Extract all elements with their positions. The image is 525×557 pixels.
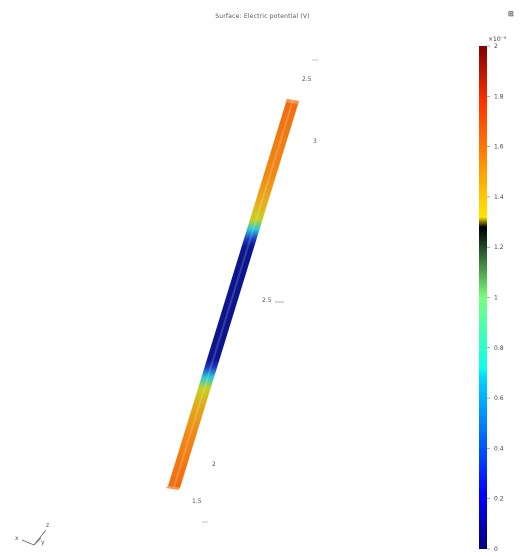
colorbar-tick-label: 2 — [494, 43, 498, 50]
colorbar-tick-label: 0.8 — [494, 345, 504, 352]
colorbar-tick-label: 0.4 — [494, 445, 504, 452]
colorbar-tick-label: 1.2 — [494, 244, 504, 251]
colorbar: ×10⁻⁹ 2 1.8 1.6 1.4 1.2 1 0.8 0.6 0.4 0.2 0 — [479, 36, 507, 553]
colorbar-exponent: ×10⁻⁹ — [488, 36, 507, 43]
triad-x-label: x — [15, 535, 19, 542]
triad-z-label: z — [46, 522, 49, 529]
colorbar-tick-label: 1.8 — [494, 93, 504, 100]
colorbar-tick-label: 0 — [494, 546, 498, 553]
axis-label-bottom-b: 1.5 — [192, 498, 202, 505]
axis-label-top-b: 3 — [313, 138, 317, 145]
colorbar-gradient — [479, 46, 487, 549]
colorbar-tick-label: 0.2 — [494, 496, 504, 503]
colorbar-tick-label: 0.6 — [494, 395, 504, 402]
axis-label-mid: 2.5 — [262, 297, 272, 304]
axis-label-bottom-a: 2 — [212, 461, 216, 468]
axis-label-top-a: 2.5 — [302, 76, 312, 83]
colorbar-tick-label: 1.4 — [494, 194, 504, 201]
triad-y-label: y — [41, 539, 45, 546]
coordinate-triad-icon: z x y — [15, 522, 49, 546]
rod-surface — [166, 99, 299, 490]
colorbar-tick-label: 1 — [494, 295, 498, 302]
colorbar-tick-label: 1.6 — [494, 144, 504, 151]
